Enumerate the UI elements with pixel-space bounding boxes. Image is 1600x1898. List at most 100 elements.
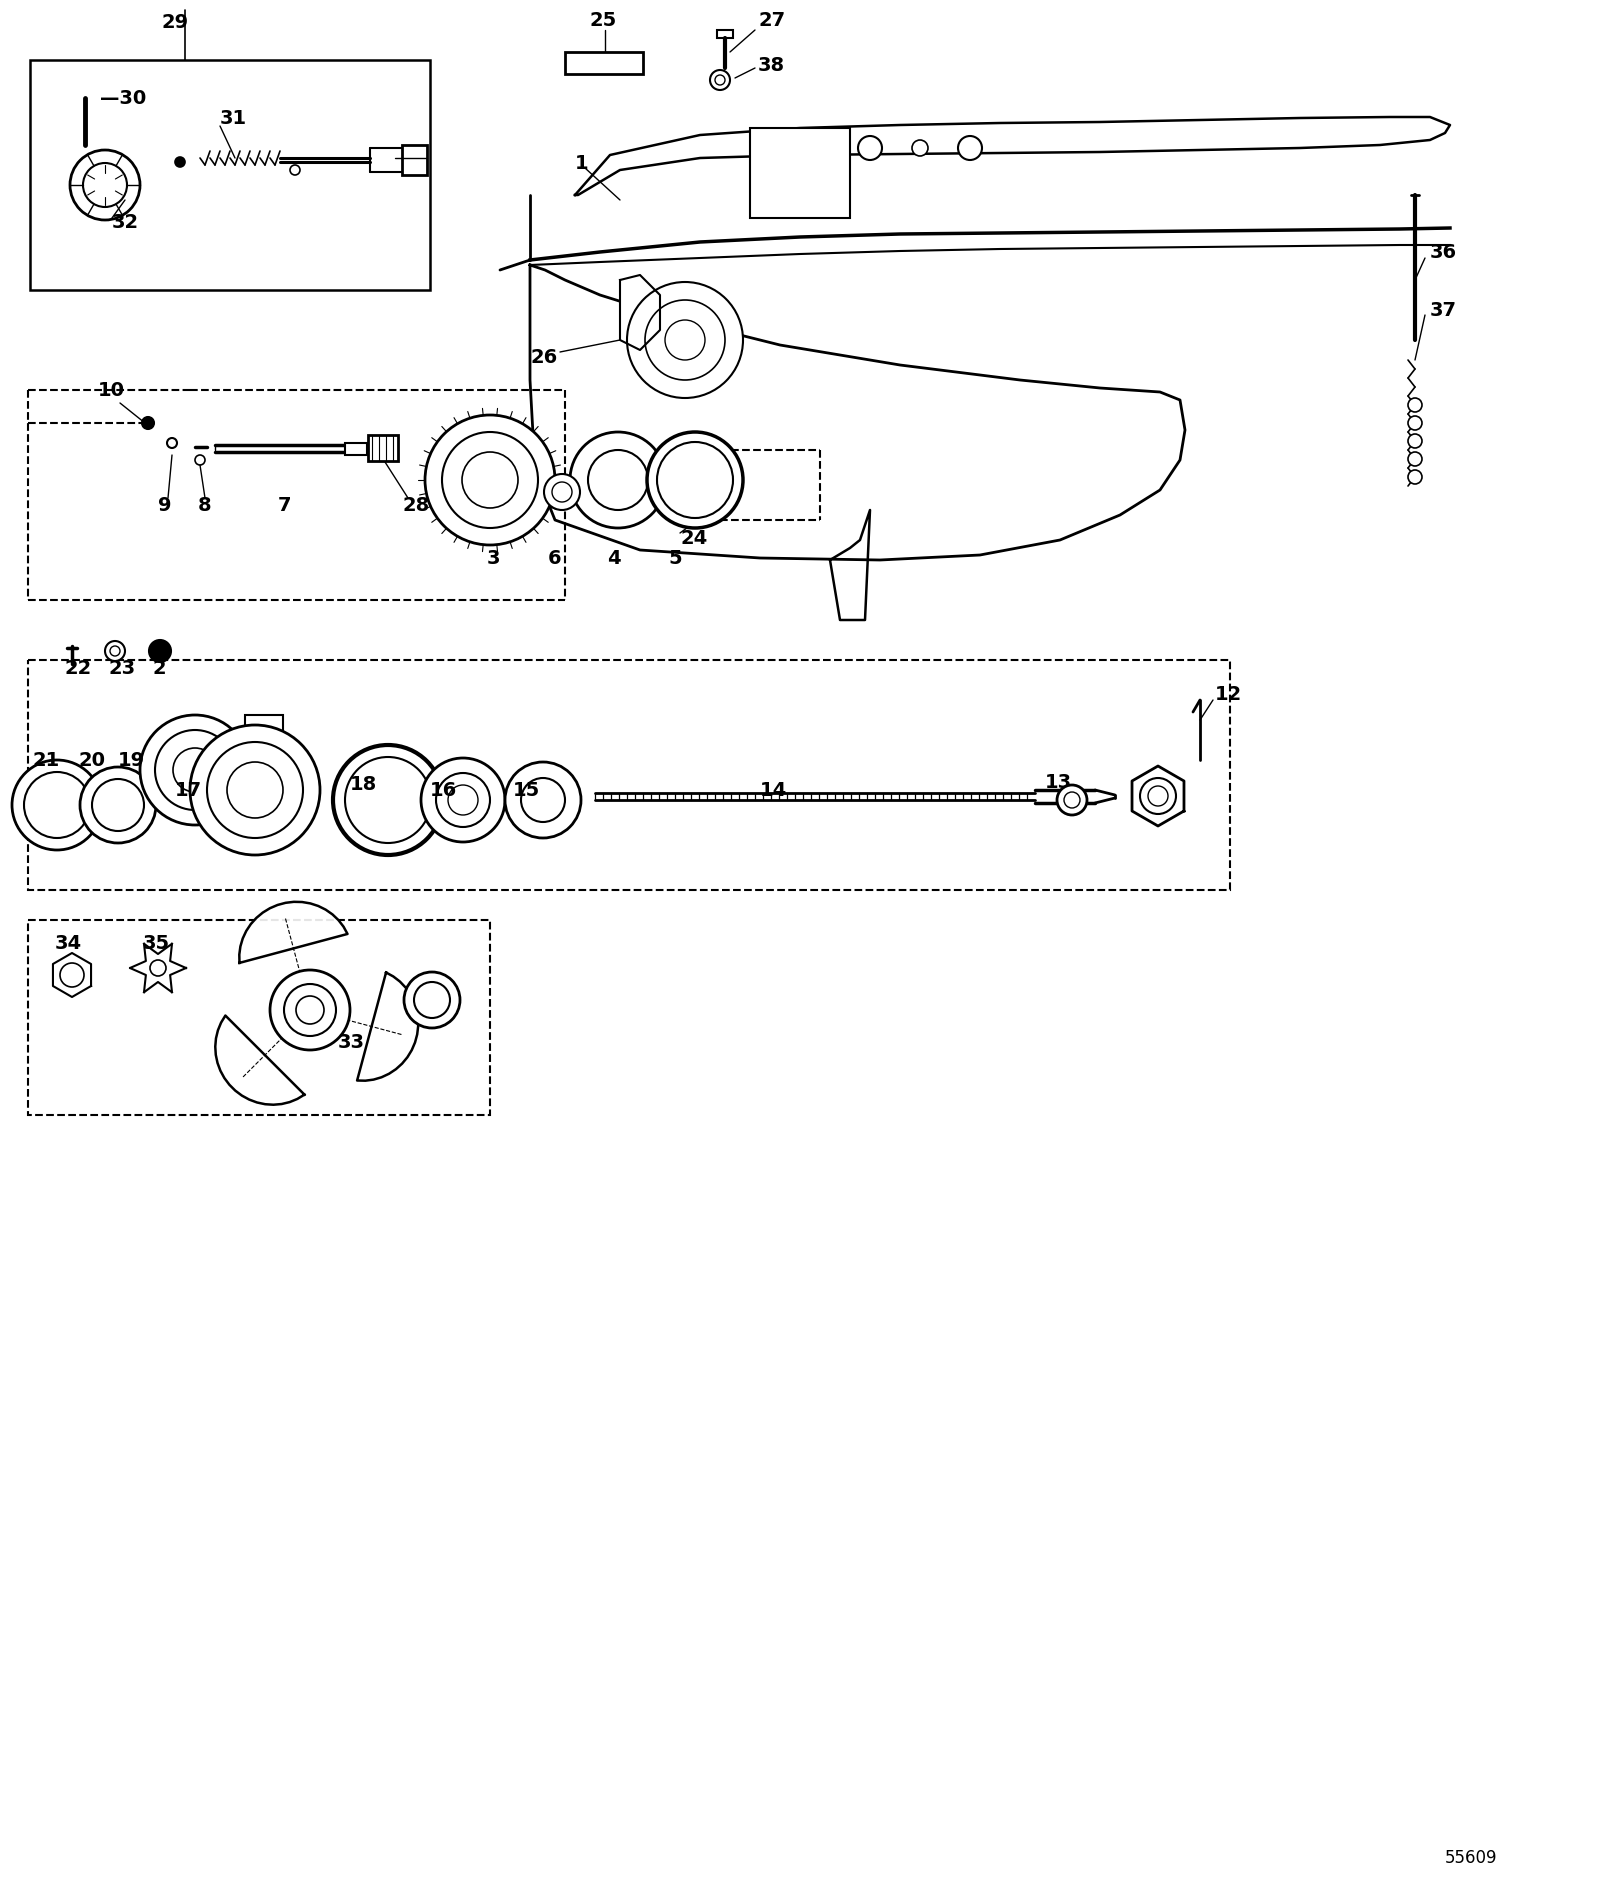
Circle shape bbox=[710, 70, 730, 89]
Circle shape bbox=[666, 321, 706, 361]
Circle shape bbox=[270, 970, 350, 1050]
Circle shape bbox=[173, 748, 218, 791]
Circle shape bbox=[506, 761, 581, 839]
Polygon shape bbox=[310, 972, 418, 1080]
Text: 18: 18 bbox=[350, 776, 378, 795]
Text: 5: 5 bbox=[669, 549, 682, 568]
Text: 37: 37 bbox=[1430, 300, 1458, 319]
Circle shape bbox=[912, 140, 928, 156]
Circle shape bbox=[206, 742, 302, 839]
Circle shape bbox=[1408, 399, 1422, 412]
Circle shape bbox=[285, 983, 336, 1036]
Text: 6: 6 bbox=[547, 549, 562, 568]
Polygon shape bbox=[574, 118, 1450, 195]
Bar bbox=[346, 442, 366, 456]
Polygon shape bbox=[621, 275, 661, 349]
Text: 23: 23 bbox=[109, 659, 134, 678]
Bar bbox=[29, 661, 1230, 890]
Circle shape bbox=[290, 165, 301, 175]
Circle shape bbox=[150, 960, 166, 976]
Circle shape bbox=[142, 418, 154, 429]
Circle shape bbox=[570, 433, 666, 528]
Circle shape bbox=[544, 474, 579, 511]
Circle shape bbox=[70, 150, 141, 220]
Bar bbox=[565, 51, 643, 74]
Circle shape bbox=[646, 433, 742, 528]
Polygon shape bbox=[216, 1010, 310, 1105]
Circle shape bbox=[13, 759, 102, 850]
Circle shape bbox=[141, 716, 250, 826]
Text: 26: 26 bbox=[530, 347, 557, 366]
Circle shape bbox=[522, 778, 565, 822]
Polygon shape bbox=[830, 511, 870, 621]
Text: 32: 32 bbox=[112, 213, 139, 232]
Circle shape bbox=[174, 158, 186, 167]
Circle shape bbox=[106, 642, 125, 661]
Circle shape bbox=[166, 438, 178, 448]
Circle shape bbox=[346, 757, 430, 843]
Circle shape bbox=[1064, 791, 1080, 809]
Circle shape bbox=[414, 981, 450, 1017]
Text: 34: 34 bbox=[54, 934, 82, 953]
Circle shape bbox=[958, 137, 982, 159]
Text: 1: 1 bbox=[574, 154, 589, 173]
Circle shape bbox=[1149, 786, 1168, 807]
Text: —30: —30 bbox=[99, 89, 146, 108]
Text: 38: 38 bbox=[758, 55, 786, 74]
Text: 3: 3 bbox=[486, 549, 501, 568]
Text: 20: 20 bbox=[78, 750, 106, 769]
Text: 4: 4 bbox=[606, 549, 621, 568]
Text: 28: 28 bbox=[402, 495, 429, 514]
Circle shape bbox=[715, 76, 725, 85]
Text: 2: 2 bbox=[154, 659, 166, 678]
Circle shape bbox=[462, 452, 518, 509]
Text: 16: 16 bbox=[430, 780, 458, 799]
Circle shape bbox=[149, 640, 171, 662]
Text: 33: 33 bbox=[338, 1034, 365, 1053]
Polygon shape bbox=[130, 943, 186, 993]
Text: 9: 9 bbox=[158, 495, 171, 514]
Text: 29: 29 bbox=[162, 13, 189, 32]
Circle shape bbox=[1139, 778, 1176, 814]
Text: 22: 22 bbox=[66, 659, 93, 678]
Text: 8: 8 bbox=[198, 495, 211, 514]
Circle shape bbox=[1408, 416, 1422, 431]
Circle shape bbox=[552, 482, 573, 501]
Text: 35: 35 bbox=[142, 934, 170, 953]
Circle shape bbox=[645, 300, 725, 380]
Bar bbox=[30, 61, 430, 290]
Text: 17: 17 bbox=[174, 780, 202, 799]
Circle shape bbox=[435, 772, 490, 828]
Text: 11: 11 bbox=[1146, 780, 1173, 799]
Circle shape bbox=[24, 772, 90, 839]
Circle shape bbox=[93, 778, 144, 831]
Text: 21: 21 bbox=[32, 750, 59, 769]
Circle shape bbox=[858, 137, 882, 159]
Polygon shape bbox=[240, 902, 347, 1010]
Circle shape bbox=[442, 433, 538, 528]
Bar bbox=[750, 127, 850, 218]
Circle shape bbox=[195, 456, 205, 465]
Bar bbox=[717, 30, 733, 38]
Circle shape bbox=[1058, 786, 1086, 814]
Circle shape bbox=[190, 725, 320, 854]
Circle shape bbox=[403, 972, 461, 1029]
Text: 14: 14 bbox=[760, 780, 787, 799]
Circle shape bbox=[1408, 452, 1422, 467]
Circle shape bbox=[1408, 435, 1422, 448]
Polygon shape bbox=[1133, 767, 1184, 826]
Circle shape bbox=[589, 450, 648, 511]
Circle shape bbox=[296, 996, 323, 1025]
Circle shape bbox=[110, 645, 120, 657]
Bar bbox=[368, 435, 398, 461]
Circle shape bbox=[448, 786, 478, 814]
Text: 31: 31 bbox=[221, 108, 246, 127]
Text: 27: 27 bbox=[758, 11, 786, 30]
Circle shape bbox=[80, 767, 157, 843]
Text: 10: 10 bbox=[98, 380, 125, 399]
Bar bbox=[402, 144, 427, 175]
Circle shape bbox=[1408, 471, 1422, 484]
Text: 25: 25 bbox=[589, 11, 616, 30]
Circle shape bbox=[333, 746, 443, 854]
Text: 13: 13 bbox=[1045, 774, 1072, 793]
